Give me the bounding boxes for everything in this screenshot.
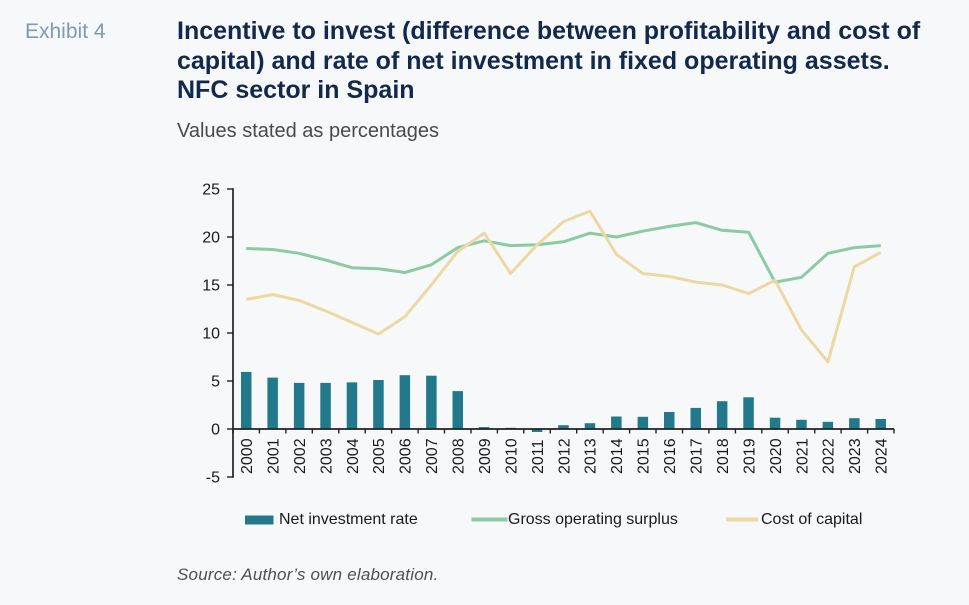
svg-text:2017: 2017 [689, 438, 706, 474]
svg-text:5: 5 [211, 374, 220, 391]
svg-text:2021: 2021 [794, 438, 811, 474]
svg-text:2009: 2009 [477, 438, 494, 474]
svg-text:2012: 2012 [556, 438, 573, 474]
svg-text:2001: 2001 [266, 438, 283, 474]
svg-text:2018: 2018 [715, 438, 732, 474]
svg-text:2016: 2016 [662, 438, 679, 474]
svg-text:2013: 2013 [583, 438, 600, 474]
svg-text:2007: 2007 [424, 438, 441, 474]
svg-text:2020: 2020 [768, 438, 785, 474]
svg-text:2011: 2011 [530, 439, 547, 474]
svg-text:15: 15 [202, 278, 220, 295]
svg-text:10: 10 [202, 326, 220, 343]
svg-text:2006: 2006 [398, 438, 415, 474]
svg-text:Gross operating surplus: Gross operating surplus [508, 511, 678, 528]
svg-text:2000: 2000 [239, 438, 256, 474]
svg-text:2019: 2019 [741, 438, 758, 474]
svg-text:-5: -5 [206, 470, 220, 487]
svg-text:2015: 2015 [636, 438, 653, 474]
svg-text:2023: 2023 [847, 438, 864, 474]
svg-text:Cost of capital: Cost of capital [761, 511, 862, 528]
svg-text:2022: 2022 [821, 438, 838, 474]
svg-text:2004: 2004 [345, 438, 362, 474]
svg-text:2024: 2024 [874, 438, 891, 474]
svg-text:Net investment rate: Net investment rate [279, 511, 418, 528]
svg-text:25: 25 [202, 182, 220, 199]
svg-text:2014: 2014 [609, 438, 626, 474]
svg-text:2010: 2010 [503, 438, 520, 474]
svg-text:2005: 2005 [371, 438, 388, 474]
svg-text:2002: 2002 [292, 438, 309, 474]
svg-text:0: 0 [211, 422, 220, 439]
svg-text:20: 20 [202, 230, 220, 247]
svg-text:2003: 2003 [318, 438, 335, 474]
svg-text:2008: 2008 [451, 438, 468, 474]
